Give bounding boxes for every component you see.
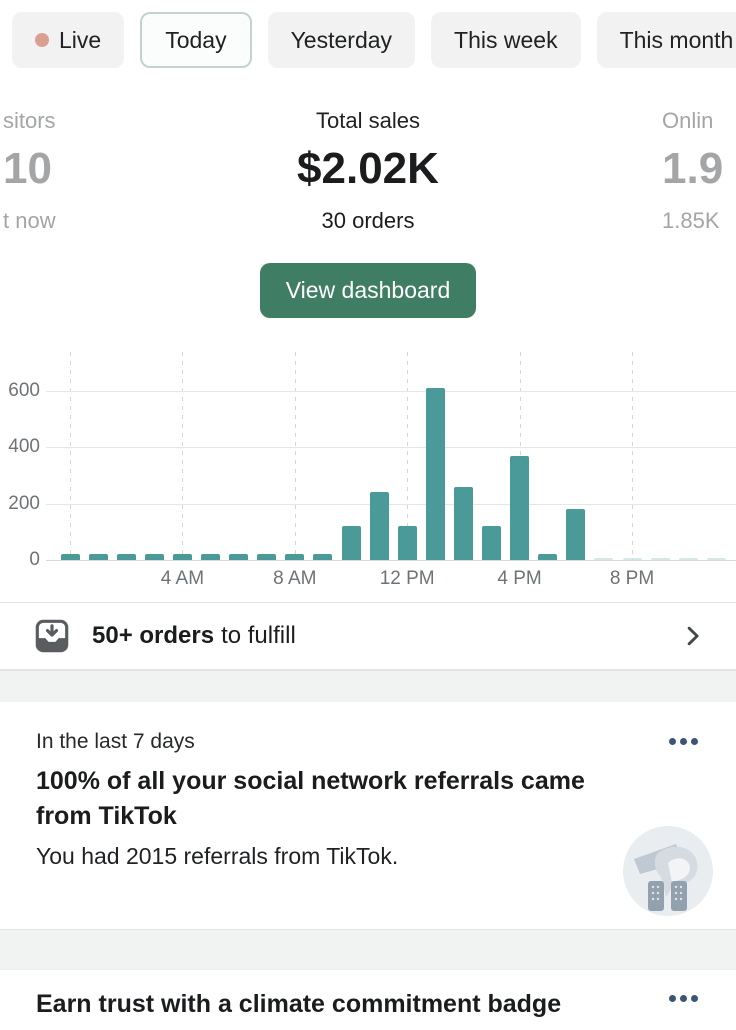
chart-bar-2pm xyxy=(453,486,473,560)
chart-bar-8pm xyxy=(622,557,642,560)
referral-megaphone-illustration xyxy=(622,825,714,922)
tab-yesterday[interactable]: Yesterday xyxy=(267,12,416,68)
chart-bar-4pm xyxy=(510,455,530,560)
chevron-right-icon[interactable] xyxy=(680,623,706,649)
climate-overflow-menu-button[interactable] xyxy=(667,987,700,1010)
chart-bar-8am xyxy=(285,554,305,560)
tab-live[interactable]: Live xyxy=(12,12,125,68)
chart-bar-7pm xyxy=(594,557,614,560)
stat-right-label: Onlin xyxy=(662,108,714,133)
section-divider xyxy=(0,929,736,970)
stat-left-label: sitors xyxy=(3,108,56,133)
chart-horizontal-gridline xyxy=(46,391,736,392)
chart-y-tick-label: 200 xyxy=(8,492,40,514)
chart-x-tick-label: 8 AM xyxy=(273,568,317,589)
chart-bar-6pm xyxy=(566,509,586,560)
orders-to-fulfill-row[interactable]: 50+ orders to fulfill xyxy=(0,602,736,670)
date-range-tabbar: Live Today Yesterday This week This mont… xyxy=(12,12,736,68)
insight-timeframe: In the last 7 days xyxy=(36,730,195,753)
tab-today[interactable]: Today xyxy=(140,12,252,68)
chart-horizontal-gridline xyxy=(46,503,736,505)
live-dot-icon xyxy=(35,33,49,47)
chart-bar-5am xyxy=(201,554,220,560)
chart-x-tick-label: 4 PM xyxy=(497,568,542,589)
chart-bar-10pm xyxy=(678,557,698,560)
tab-live-label: Live xyxy=(59,26,102,53)
chart-bar-6am xyxy=(229,554,249,560)
total-sales-orders: 30 orders xyxy=(321,208,415,233)
stat-right-value: 1.9 xyxy=(662,144,724,193)
chart-y-tick-label: 0 xyxy=(29,549,40,570)
tab-today-label: Today xyxy=(165,26,227,53)
climate-heading: Earn trust with a climate commitment bad… xyxy=(36,990,562,1018)
chart-bar-12am xyxy=(60,554,80,560)
chart-y-tick-label: 600 xyxy=(8,380,40,401)
chart-bar-3pm xyxy=(482,526,501,560)
chart-bar-9am xyxy=(313,554,333,560)
chart-bar-5pm xyxy=(538,554,558,560)
chart-bar-9pm xyxy=(650,557,670,560)
chart-bar-12pm xyxy=(397,526,417,560)
view-dashboard-button[interactable]: View dashboard xyxy=(259,263,477,318)
chart-bar-4am xyxy=(172,554,192,560)
stat-left-value: 10 xyxy=(3,144,52,193)
chart-vertical-gridline xyxy=(294,352,296,560)
chart-x-tick-label: 8 PM xyxy=(609,568,655,589)
tab-this-week-label: This week xyxy=(454,26,558,53)
chart-bar-10am xyxy=(341,526,361,560)
insight-heading: 100% of all your social network referral… xyxy=(36,767,585,830)
stat-right-sub: 1.85K xyxy=(662,208,720,233)
insight-overflow-menu-button[interactable] xyxy=(667,730,700,753)
section-divider xyxy=(0,670,736,702)
stat-online-sessions-partial[interactable]: Onlin 1.9 1.85K xyxy=(662,100,736,240)
chart-horizontal-gridline xyxy=(46,560,736,561)
chart-bar-1pm xyxy=(425,388,445,560)
stat-left-sub: t now xyxy=(3,208,56,233)
tab-this-week[interactable]: This week xyxy=(431,12,581,68)
tab-this-month-label: This month xyxy=(619,26,734,53)
metrics-carousel: sitors 10 t now Total sales $2.02K 30 or… xyxy=(0,100,736,240)
chart-bar-11pm xyxy=(706,557,726,560)
chart-x-tick-label: 4 AM xyxy=(160,568,205,589)
tab-yesterday-label: Yesterday xyxy=(290,26,393,53)
stat-total-sales[interactable]: Total sales $2.02K 30 orders xyxy=(208,100,528,240)
orders-count: 50+ orders xyxy=(92,622,215,649)
chart-bar-7am xyxy=(257,554,277,560)
total-sales-label: Total sales xyxy=(316,108,420,133)
chart-bar-1am xyxy=(88,554,108,560)
chart-vertical-gridline xyxy=(70,352,71,560)
chart-horizontal-gridline xyxy=(46,447,736,449)
chart-vertical-gridline xyxy=(407,352,409,560)
total-sales-value: $2.02K xyxy=(297,144,439,193)
chart-bar-2am xyxy=(116,554,136,560)
tab-this-month[interactable]: This month xyxy=(596,12,736,68)
climate-badge-card: Earn trust with a climate commitment bad… xyxy=(0,970,736,1030)
orders-to-fulfill-text: 50+ orders to fulfill xyxy=(92,622,296,650)
chart-x-tick-label: 12 PM xyxy=(379,568,435,589)
orders-rest: to fulfill xyxy=(221,622,296,649)
chart-bar-11am xyxy=(369,492,389,560)
hourly-sales-bar-chart: 0 200 400 600 4 AM 8 AM 12 PM 4 PM 8 PM xyxy=(0,348,736,594)
tiktok-referrals-insight-card: In the last 7 days 100% of all your soci… xyxy=(0,702,736,929)
chart-vertical-gridline xyxy=(182,352,184,560)
chart-vertical-gridline xyxy=(632,352,633,560)
insight-body: You had 2015 referrals from TikTok. xyxy=(36,843,399,869)
chart-y-tick-label: 400 xyxy=(8,436,40,458)
fulfillment-inbox-icon xyxy=(34,618,70,654)
chart-bar-3am xyxy=(144,554,164,560)
